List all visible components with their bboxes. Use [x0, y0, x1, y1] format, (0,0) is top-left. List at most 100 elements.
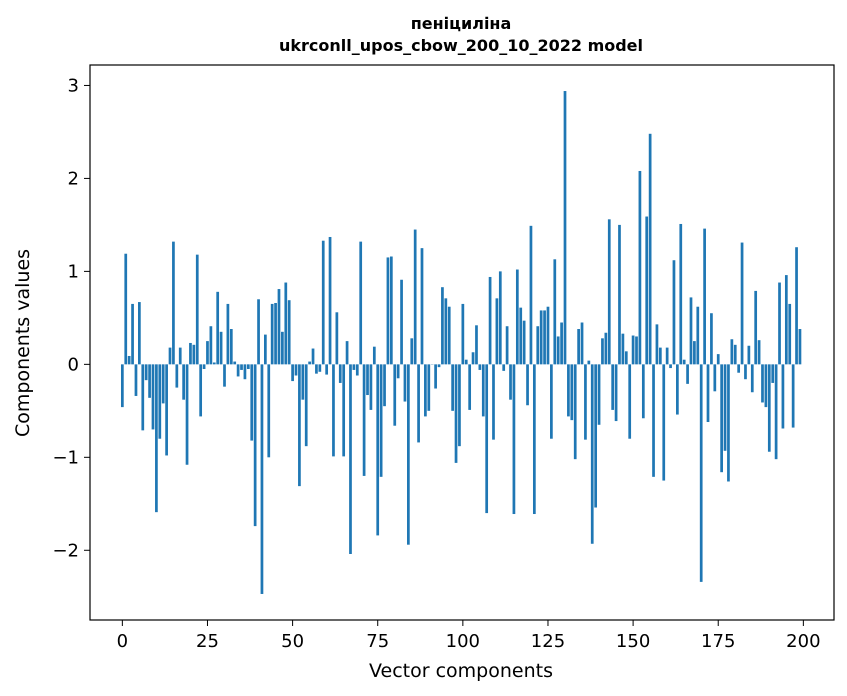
bar [301, 364, 305, 400]
bar [665, 347, 669, 365]
bar [369, 364, 373, 410]
bar [315, 364, 318, 374]
bar [274, 302, 277, 365]
bar [403, 364, 407, 402]
bar [638, 170, 642, 365]
bars-group [120, 91, 802, 594]
bar [407, 364, 410, 545]
bar [226, 303, 230, 365]
bar [417, 364, 420, 443]
bar [321, 240, 325, 365]
bar [396, 364, 400, 379]
bar [567, 364, 570, 417]
bar [529, 225, 533, 365]
bar [669, 364, 672, 369]
bar [441, 287, 444, 365]
bar [536, 326, 540, 365]
bar [618, 224, 621, 365]
bar [563, 91, 567, 365]
bar [478, 364, 482, 370]
bar [607, 219, 611, 365]
bar [601, 338, 604, 365]
y-axis-ticks: −2 −1 0 1 2 3 [52, 75, 90, 561]
bar [645, 216, 649, 365]
bar [614, 364, 618, 422]
bar [774, 364, 778, 460]
bar [747, 345, 751, 365]
chart-subtitle: ukrconll_upos_cbow_200_10_2022 model [279, 36, 643, 55]
bar [148, 364, 151, 398]
bar [131, 303, 134, 365]
bar [236, 364, 240, 377]
bar [338, 364, 342, 383]
bar [138, 302, 141, 365]
bar [587, 360, 591, 365]
bar [509, 364, 512, 400]
bar [335, 312, 339, 365]
bar [304, 364, 308, 447]
bar [355, 364, 359, 376]
bar [379, 364, 383, 477]
bar [192, 344, 196, 365]
bar [655, 324, 659, 365]
bar [679, 223, 683, 365]
bar [155, 364, 158, 513]
bar [410, 338, 414, 365]
bar [737, 364, 741, 373]
bar [454, 364, 458, 463]
bar [604, 332, 608, 365]
bar [185, 364, 189, 465]
y-tick-label: 3 [68, 75, 79, 96]
y-tick-label: −1 [52, 447, 79, 468]
bar [628, 364, 632, 439]
bar [631, 335, 635, 365]
x-tick-label: 200 [786, 631, 820, 652]
bar [767, 364, 771, 452]
bar [716, 354, 720, 365]
bar [461, 303, 465, 365]
x-tick-label: 0 [117, 631, 128, 652]
bar [682, 359, 686, 365]
bar [505, 326, 509, 365]
bar [658, 347, 662, 365]
bar [740, 242, 744, 365]
bar [386, 257, 390, 365]
bar [202, 364, 206, 369]
bar [686, 364, 689, 384]
bar [754, 290, 758, 365]
bar [570, 364, 574, 421]
bar [420, 248, 424, 365]
bar [120, 364, 124, 408]
bar [733, 344, 737, 365]
bar [437, 364, 441, 368]
bar [311, 348, 315, 365]
bar [795, 247, 798, 365]
bar [543, 310, 546, 365]
bar [178, 347, 182, 365]
bar [294, 364, 298, 376]
y-axis-label: Components values [12, 249, 34, 437]
bar [502, 364, 506, 371]
bar [400, 279, 403, 365]
bar [352, 364, 356, 370]
bar [699, 364, 703, 582]
bar [328, 236, 332, 365]
bar [144, 364, 148, 381]
bar [710, 313, 713, 365]
bar [744, 364, 747, 380]
bar [468, 364, 472, 410]
y-tick-label: 2 [68, 168, 79, 189]
bar [481, 364, 485, 417]
x-tick-label: 50 [281, 631, 304, 652]
bar [475, 325, 478, 365]
bar [590, 364, 594, 544]
bar [703, 228, 706, 365]
bar [573, 364, 577, 460]
bar [349, 364, 352, 554]
x-tick-label: 175 [701, 631, 735, 652]
bar [550, 364, 553, 439]
bar [246, 364, 250, 369]
bar [515, 269, 519, 365]
bar [127, 355, 131, 365]
